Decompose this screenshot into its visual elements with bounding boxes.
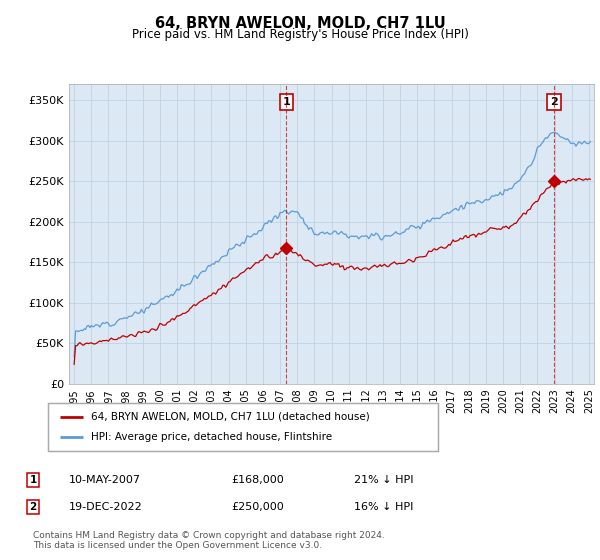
Text: 10-MAY-2007: 10-MAY-2007 bbox=[69, 475, 141, 485]
Text: £168,000: £168,000 bbox=[231, 475, 284, 485]
Text: 2: 2 bbox=[550, 97, 558, 107]
Text: 21% ↓ HPI: 21% ↓ HPI bbox=[354, 475, 413, 485]
Text: 64, BRYN AWELON, MOLD, CH7 1LU: 64, BRYN AWELON, MOLD, CH7 1LU bbox=[155, 16, 445, 31]
Text: 64, BRYN AWELON, MOLD, CH7 1LU (detached house): 64, BRYN AWELON, MOLD, CH7 1LU (detached… bbox=[91, 412, 370, 422]
Text: 19-DEC-2022: 19-DEC-2022 bbox=[69, 502, 143, 512]
Text: 1: 1 bbox=[283, 97, 290, 107]
Text: 2: 2 bbox=[29, 502, 37, 512]
Text: Contains HM Land Registry data © Crown copyright and database right 2024.
This d: Contains HM Land Registry data © Crown c… bbox=[33, 530, 385, 550]
Text: 1: 1 bbox=[29, 475, 37, 485]
Text: £250,000: £250,000 bbox=[231, 502, 284, 512]
Text: HPI: Average price, detached house, Flintshire: HPI: Average price, detached house, Flin… bbox=[91, 432, 332, 442]
Text: 16% ↓ HPI: 16% ↓ HPI bbox=[354, 502, 413, 512]
Text: Price paid vs. HM Land Registry's House Price Index (HPI): Price paid vs. HM Land Registry's House … bbox=[131, 28, 469, 41]
